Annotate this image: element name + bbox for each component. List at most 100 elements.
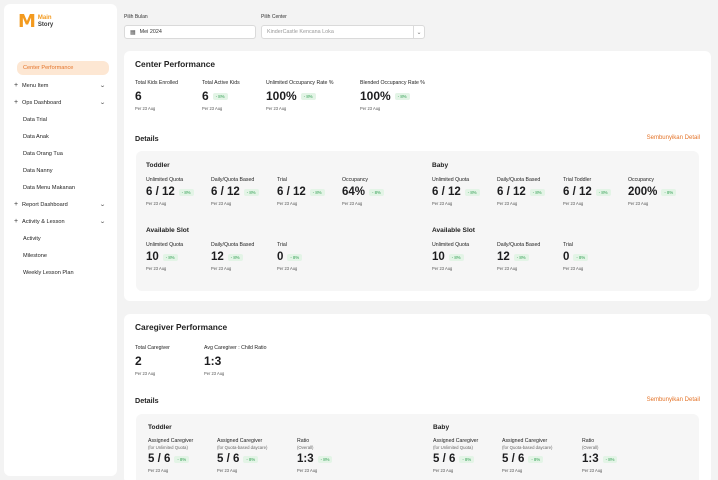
change-badge: - 8% <box>309 188 325 196</box>
metric: Daily/Quota Based 12- 8% Per 23 Aug <box>497 242 540 271</box>
sidebar-item-label: Activity <box>23 235 41 242</box>
toddler-title: Toddler <box>148 424 172 431</box>
metric: Blended Occupancy Rate % 100% - 8% Per 23 A… <box>360 80 425 111</box>
metric-value: 6 / 12 <box>432 186 461 198</box>
sidebar-item-label: Activity & Lesson <box>22 218 65 225</box>
hide-detail-link[interactable]: Sembunyikan Detail <box>646 135 700 141</box>
sidebar-item[interactable]: Data Trial <box>4 111 117 128</box>
sidebar-item[interactable]: Data Menu Makanan <box>4 179 117 196</box>
metric-value-row: 6- 8% <box>202 89 240 103</box>
metric-value-row: 5 / 6- 8% <box>148 453 193 465</box>
logo-line-1: Main <box>37 15 52 21</box>
sidebar-item[interactable]: Weekly Lesson Plan <box>4 264 117 281</box>
calendar-icon: ▦ <box>130 29 136 36</box>
metric: Daily/Quota Based 6 / 12- 8% Per 23 Aug <box>497 177 545 206</box>
metric-value: 1:3 <box>204 354 222 368</box>
chevron-down-icon: ⌄ <box>99 100 106 106</box>
sidebar-item[interactable]: + Menu Item ⌄ <box>4 77 117 94</box>
metric-date: Per 23 Aug <box>277 266 298 271</box>
metric: Assigned Caregiver (for Unlimited Quota) 5… <box>148 438 193 473</box>
metric-value-row: 100% - 8% <box>266 89 333 103</box>
sidebar-nav: Center Performance + Menu Item ⌄ + Ops Dashbo… <box>4 59 117 281</box>
metric-date: Per 23 Aug <box>211 266 232 271</box>
baby-title: Baby <box>433 424 450 431</box>
metric-value: 10 <box>432 251 445 263</box>
sidebar-item-label: Data Menu Makanan <box>23 184 75 191</box>
metric: Unlimited Quota 10- 8% Per 23 Aug <box>146 242 183 271</box>
sidebar-item[interactable]: Center Performance <box>17 61 109 75</box>
metric: Assigned Caregiver (for Quota-based dayca… <box>502 438 552 473</box>
metric: Trial 6 / 12- 8% Per 23 Aug <box>277 177 325 206</box>
sidebar-item-label: Data Anak <box>23 133 49 140</box>
metric: Total Kids Enrolled 6 Per 23 Aug <box>135 80 178 111</box>
change-badge: - 8% <box>464 188 480 196</box>
metric-date: Per 23 Aug <box>497 201 518 206</box>
sidebar-item[interactable]: Data Orang Tua <box>4 145 117 162</box>
metric-date: Per 23 Aug <box>202 106 223 111</box>
metric-label: Ratio <box>297 438 310 444</box>
metric-date: Per 23 Aug <box>342 201 363 206</box>
metric-value-row: 1:3- 8% <box>582 453 618 465</box>
change-badge: - 8% <box>178 188 194 196</box>
center-select[interactable]: KinderCastle Kencana Loka ⌄ <box>261 25 425 39</box>
metric-sublabel: (for Unlimited Quota) <box>433 445 473 450</box>
center-performance-title: Center Performance <box>135 59 216 69</box>
metric-value-row: 6 / 12- 8% <box>146 186 194 198</box>
metric-value: 1:3 <box>297 453 314 465</box>
sidebar-item-label: Milestone <box>23 252 47 259</box>
change-badge: - 8% <box>300 92 316 100</box>
sidebar-item[interactable]: + Ops Dashboard ⌄ <box>4 94 117 111</box>
metric-value: 64% <box>342 186 366 198</box>
change-badge: - 8% <box>174 455 190 463</box>
change-badge: - 8% <box>317 455 333 463</box>
metric-date: Per 23 Aug <box>432 201 453 206</box>
metric-value-row: 0- 8% <box>277 251 303 263</box>
toddler-title: Toddler <box>146 162 170 169</box>
metric-label: Avg Caregiver : Child Ratio <box>204 345 267 351</box>
app-logo[interactable]: M Main Story <box>18 13 53 31</box>
metric-value-row: 5 / 6- 8% <box>217 453 267 465</box>
center-filter-label: Pilih Center <box>261 14 287 20</box>
sidebar-item[interactable]: + Report Dashboard ⌄ <box>4 196 117 213</box>
metric: Avg Caregiver : Child Ratio 1:3 Per 23 Aug <box>204 345 266 376</box>
change-badge: - 8% <box>573 253 589 261</box>
sidebar-item[interactable]: Activity <box>4 230 117 247</box>
metric-value: 100% <box>266 89 297 103</box>
metric-value: 6 / 12 <box>497 186 526 198</box>
metric-value-row: 1:3 <box>204 354 266 368</box>
month-filter-label: Pilih Bulan <box>124 14 148 20</box>
metric-label: Total Caregiver <box>135 345 170 351</box>
center-details-panel: Toddler Baby Available Slot Available Sl… <box>136 151 699 291</box>
sidebar-item[interactable]: Data Anak <box>4 128 117 145</box>
metric-value-row: 6 / 12- 8% <box>497 186 545 198</box>
sidebar-item[interactable]: + Activity & Lesson ⌄ <box>4 213 117 230</box>
metric-label: Unlimited Quota <box>432 177 470 183</box>
metric-value: 0 <box>563 251 570 263</box>
change-badge: - 8% <box>595 188 611 196</box>
chevron-down-icon: ⌄ <box>413 26 424 38</box>
change-badge: - 8% <box>448 253 464 261</box>
chevron-down-icon: ⌄ <box>99 202 106 208</box>
metric: Unlimited Occupancy Rate % 100% - 8% Per 23… <box>266 80 333 111</box>
metric-value: 6 <box>135 89 142 103</box>
metric: Assigned Caregiver (for Quota-based dayca… <box>217 438 267 473</box>
sidebar-item[interactable]: Milestone <box>4 247 117 264</box>
sidebar-item[interactable]: Data Nanny <box>4 162 117 179</box>
metric-value-row: 0- 8% <box>563 251 589 263</box>
metric-label: Total Active Kids <box>202 80 240 86</box>
metric-label: Trial <box>563 242 573 248</box>
metric-value-row: 64% - 8% <box>342 186 384 198</box>
metric-value: 6 / 12 <box>563 186 592 198</box>
metric-value: 200% <box>628 186 658 198</box>
details-title: Details <box>135 134 159 143</box>
metric-value: 1:3 <box>582 453 599 465</box>
month-picker[interactable]: ▦ Mei 2024 <box>124 25 256 39</box>
change-badge: - 8% <box>528 455 544 463</box>
hide-detail-link[interactable]: Sembunyikan Detail <box>646 397 700 403</box>
metric-value: 6 <box>202 89 209 103</box>
metric-date: Per 23 Aug <box>204 371 225 376</box>
metric-value-row: 6 / 12- 8% <box>563 186 611 198</box>
metric: Ratio (Overall) 1:3- 8% Per 23 Aug <box>582 438 618 473</box>
change-badge: - 8% <box>212 92 228 100</box>
metric-value-row: 12- 8% <box>497 251 540 263</box>
